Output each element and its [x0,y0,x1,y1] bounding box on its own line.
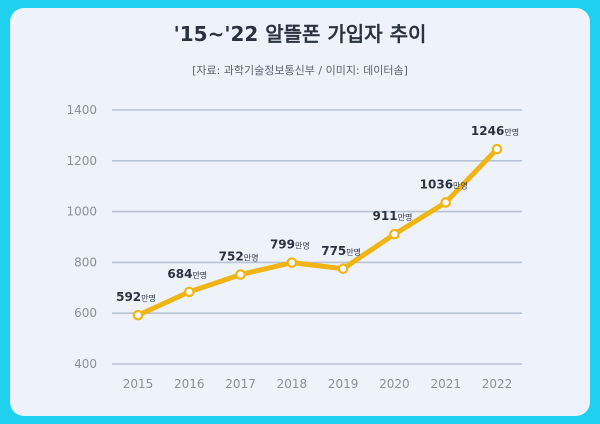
data-label: 752만명 [219,250,259,264]
data-label: 684만명 [167,267,207,281]
data-label-unit: 만명 [295,241,310,251]
data-label-unit: 만명 [141,293,156,303]
x-tick-label: 2016 [174,377,205,391]
y-tick-label: 600 [74,306,97,320]
data-label-value: 775 [321,244,346,258]
data-label-unit: 만명 [346,247,361,257]
x-tick-label: 2021 [430,377,461,391]
chart-title: '15~'22 알뜰폰 가입자 추이 [173,22,427,46]
data-label-unit: 만명 [192,270,207,280]
data-label-unit: 만명 [453,180,468,190]
data-point [286,257,298,268]
y-tick-label: 400 [74,357,97,371]
x-tick-label: 2015 [123,377,154,391]
data-label-value: 592 [116,290,141,304]
data-point [235,269,246,280]
y-tick-label: 1000 [66,205,97,219]
data-label-value: 1246 [471,124,504,138]
x-tick-label: 2017 [225,377,256,391]
x-tick-label: 2019 [328,377,359,391]
data-label-value: 752 [219,250,244,264]
y-tick-label: 1200 [66,154,97,168]
chart-subtitle: [자료: 과학기술정보통신부 / 이미지: 데이터솜] [192,64,408,77]
y-tick-label: 800 [74,255,97,269]
data-point [337,263,349,275]
data-label: 799만명 [270,238,310,252]
data-label-value: 684 [167,267,192,281]
data-label-unit: 만명 [504,127,519,137]
data-label-value: 799 [270,238,295,252]
data-label: 1246만명 [471,124,519,138]
data-label: 775만명 [321,244,361,258]
x-tick-label: 2020 [379,377,410,391]
data-point [491,143,503,155]
series-line [135,146,500,318]
data-point [183,286,195,298]
data-point [132,309,144,321]
data-label: 592만명 [116,290,156,304]
data-label: 1036만명 [420,177,468,191]
x-tick-label: 2022 [482,377,513,391]
data-label-unit: 만명 [244,253,259,263]
data-point [389,228,400,240]
data-point [440,197,452,208]
x-tick-label: 2018 [277,377,308,391]
data-label: 911만명 [373,209,413,223]
data-label-value: 1036 [420,177,453,191]
y-tick-label: 1400 [66,103,97,117]
data-label-value: 911 [373,209,398,223]
data-label-unit: 만명 [398,212,413,222]
